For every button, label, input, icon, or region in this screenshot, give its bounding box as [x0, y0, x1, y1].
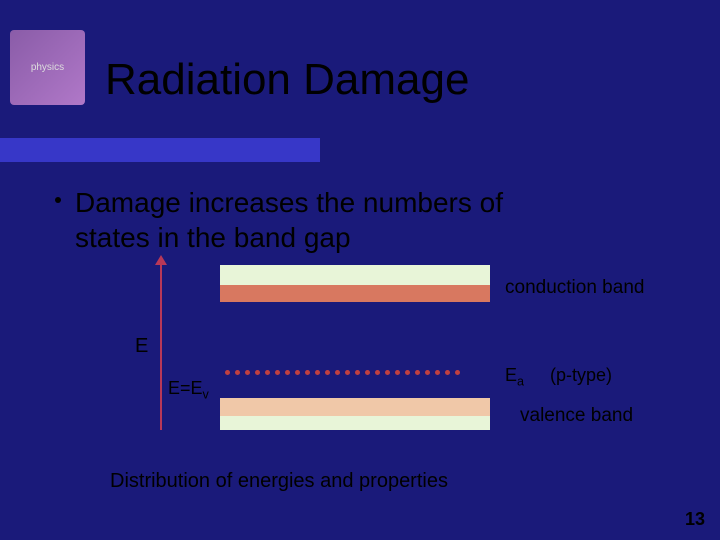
band-diagram: E E=Ev conduction band Ea (p-type) valen…: [110, 265, 670, 455]
state-dot: [285, 370, 290, 375]
state-dot: [395, 370, 400, 375]
state-dot: [235, 370, 240, 375]
state-dot: [255, 370, 260, 375]
conduction-band-label: conduction band: [505, 277, 644, 299]
state-dot: [305, 370, 310, 375]
valence-energy-label: E=Ev: [168, 378, 209, 402]
state-dot: [335, 370, 340, 375]
state-dot: [245, 370, 250, 375]
state-dot: [355, 370, 360, 375]
energy-axis-label: E: [135, 335, 148, 358]
state-dot: [385, 370, 390, 375]
state-dot: [415, 370, 420, 375]
bullet-content: Damage increases the numbers ofstates in…: [75, 187, 503, 253]
bullet-text: Damage increases the numbers ofstates in…: [75, 185, 503, 255]
state-dot: [435, 370, 440, 375]
state-dot: [345, 370, 350, 375]
state-dot: [295, 370, 300, 375]
state-dot: [315, 370, 320, 375]
valence-band-outer: [220, 416, 490, 430]
state-dot: [375, 370, 380, 375]
state-dot: [225, 370, 230, 375]
conduction-band-inner: [220, 285, 490, 302]
state-dot: [325, 370, 330, 375]
state-dot: [455, 370, 460, 375]
state-dot: [425, 370, 430, 375]
acceptor-states-dots: [225, 370, 460, 375]
conduction-band-outer: [220, 265, 490, 285]
state-dot: [265, 370, 270, 375]
valence-band-inner: [220, 398, 490, 416]
state-dot: [275, 370, 280, 375]
valence-band-label: valence band: [520, 405, 633, 427]
logo: physics: [10, 30, 85, 105]
title-underline: [0, 138, 320, 162]
bullet-dot-icon: [55, 197, 61, 203]
energy-axis-line: [160, 260, 162, 430]
ptype-label: (p-type): [550, 365, 612, 386]
diagram-caption: Distribution of energies and properties: [110, 470, 448, 493]
acceptor-energy-label: Ea: [505, 365, 524, 389]
logo-text-physics: physics: [31, 62, 64, 73]
state-dot: [365, 370, 370, 375]
page-number: 13: [685, 509, 705, 530]
energy-axis-arrow-icon: [155, 255, 167, 265]
page-title: Radiation Damage: [105, 55, 469, 105]
state-dot: [405, 370, 410, 375]
state-dot: [445, 370, 450, 375]
